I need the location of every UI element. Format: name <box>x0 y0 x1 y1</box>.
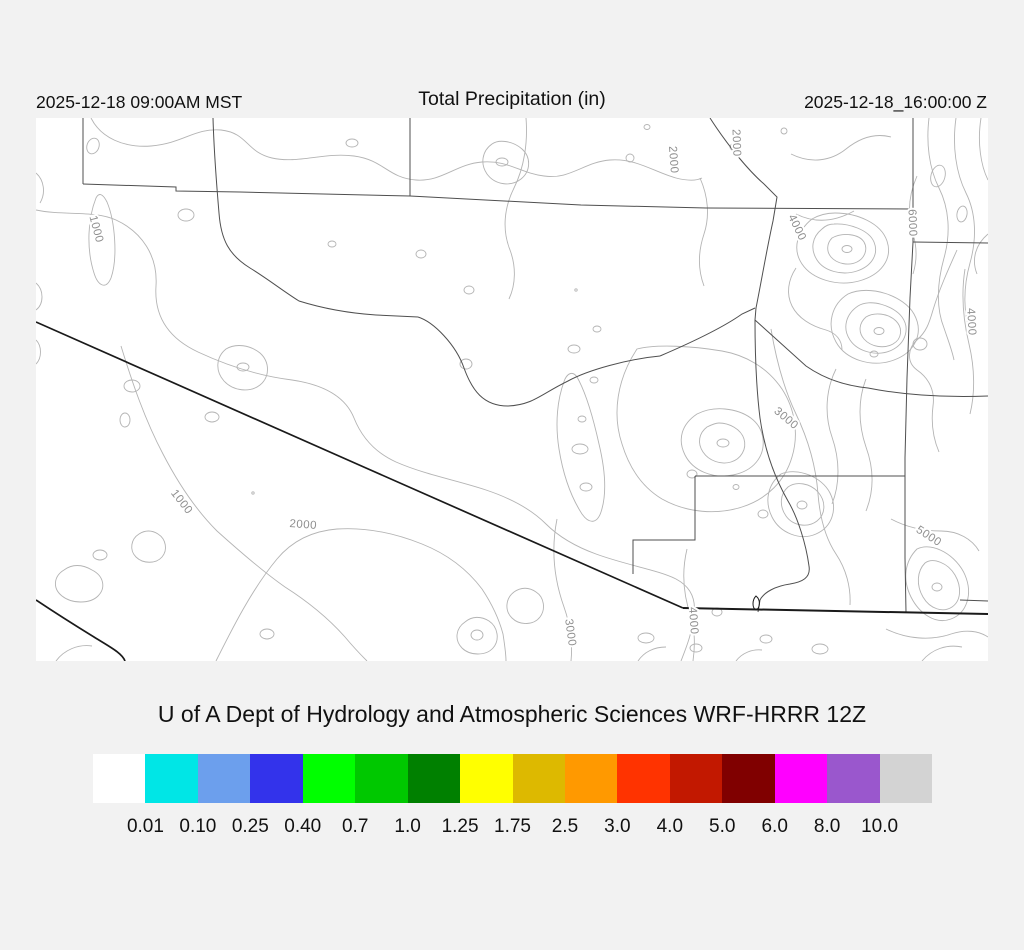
colorbar-segment <box>512 754 565 803</box>
colorbar-segment <box>302 754 356 803</box>
colorbar-segment <box>250 754 303 803</box>
colorbar-segment <box>407 754 461 803</box>
valid-time-local: 2025-12-18 09:00AM MST <box>36 92 243 112</box>
colorbar-tick-label: 1.75 <box>494 816 531 837</box>
colorbar-tick-label: 0.01 <box>126 816 164 837</box>
colorbar-segment <box>722 754 775 803</box>
colorbar-segment <box>669 754 723 803</box>
contour-label-1000: 1000 <box>168 488 194 517</box>
colorbar-tick-label: 4.0 <box>656 816 684 837</box>
colorbar-tick-label: 0.7 <box>341 816 369 837</box>
colorbar-segment <box>617 754 670 803</box>
colorbar-tick-label: 1.0 <box>394 816 421 837</box>
contour-label-2000: 2000 <box>730 129 743 157</box>
colorbar-tick-label: 0.25 <box>231 816 269 837</box>
contour-lines <box>36 118 988 661</box>
colorbar-segment <box>460 754 513 803</box>
colorbar-tick-label: 0.40 <box>284 816 322 837</box>
state-borders <box>36 321 988 661</box>
contour-label-4000: 4000 <box>964 308 977 336</box>
colorbar-segment <box>197 754 251 803</box>
colorbar-segment <box>564 754 618 803</box>
credit-line: U of A Dept of Hydrology and Atmospheric… <box>157 701 867 727</box>
contour-label-6000: 6000 <box>906 209 919 237</box>
contour-label-3000: 3000 <box>562 618 578 647</box>
colorbar-tick-label: 2.5 <box>551 816 579 837</box>
terrain-contour-map: 1000 1000 2000 2000 2000 3000 3000 4000 … <box>36 118 988 661</box>
contour-label-4000: 4000 <box>686 607 700 635</box>
colorbar-tick-label: 1.25 <box>441 816 479 837</box>
contour-label-3000: 3000 <box>772 405 801 432</box>
contour-label-2000: 2000 <box>289 518 317 532</box>
colorbar-tick-label: 8.0 <box>813 816 841 837</box>
colorbar-tick-label: 10.0 <box>861 816 899 837</box>
valid-time-utc: 2025-12-18_16:00:00 Z <box>804 92 987 112</box>
colorbar-tick-labels: 0.01 0.10 0.25 0.40 0.7 1.0 1.25 1.75 2.5 3.0 4.0 5… <box>0 816 1024 840</box>
figure-title: Total Precipitation (in) <box>418 88 606 110</box>
colorbar-tick-label: 6.0 <box>761 816 788 837</box>
colorbar-tick-label: 0.10 <box>179 816 217 837</box>
contour-label-2000: 2000 <box>666 146 680 174</box>
colorbar-segment <box>774 754 828 803</box>
county-boundaries <box>82 118 988 613</box>
colorbar-segment <box>355 754 408 803</box>
colorbar-tick-label: 3.0 <box>604 816 631 837</box>
colorbar-segment <box>93 754 146 803</box>
map-area: 1000 1000 2000 2000 2000 3000 3000 4000 … <box>36 118 988 661</box>
contour-label-5000: 5000 <box>914 524 944 549</box>
precipitation-colorbar <box>93 754 932 803</box>
colorbar-segment <box>827 754 880 803</box>
colorbar-segment <box>145 754 198 803</box>
colorbar-segment <box>879 754 932 803</box>
colorbar-tick-label: 5.0 <box>709 816 736 837</box>
